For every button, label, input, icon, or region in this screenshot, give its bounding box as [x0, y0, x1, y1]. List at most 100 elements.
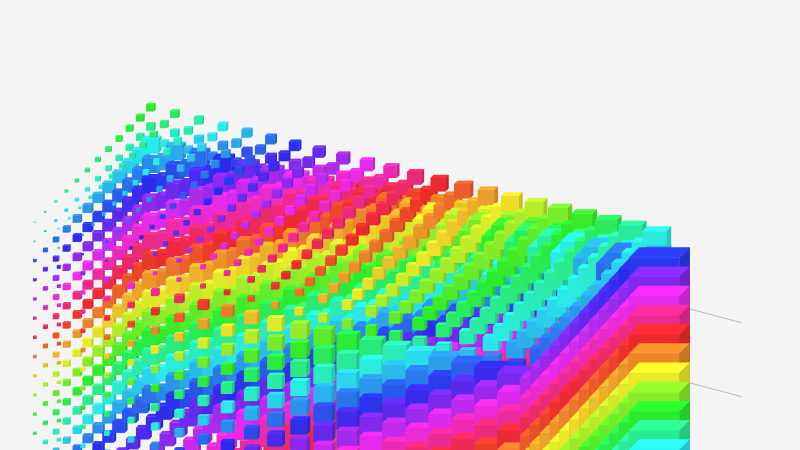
cube-marker — [42, 266, 49, 272]
cube-top-face — [95, 175, 102, 177]
cube-front-face — [342, 208, 354, 219]
cube-side-face — [226, 242, 228, 250]
cube-front-face — [288, 234, 297, 243]
cube-front-face — [62, 245, 70, 252]
cube-top-face — [220, 342, 235, 346]
cube-marker — [82, 221, 94, 233]
cube-marker — [328, 282, 340, 294]
cube-front-face — [81, 234, 84, 237]
cube-side-face — [199, 208, 201, 216]
cube-top-face — [152, 271, 158, 272]
cube-top-face — [80, 309, 86, 311]
cube-front-face — [291, 261, 300, 270]
cube-marker — [210, 253, 217, 260]
cube-marker — [56, 418, 61, 423]
cube-side-face — [60, 399, 61, 404]
cube-top-face — [103, 430, 111, 432]
cube-side-face — [69, 417, 71, 425]
cube-front-face — [189, 189, 207, 206]
cube-front-face — [141, 196, 159, 212]
cube-marker — [336, 349, 361, 373]
cube-front-face — [42, 325, 48, 330]
cube-top-face — [237, 193, 247, 195]
cube-top-face — [359, 431, 387, 437]
cube-side-face — [109, 295, 111, 302]
cube-top-face — [524, 197, 548, 202]
cube-marker — [365, 304, 379, 317]
cube-front-face — [220, 243, 227, 250]
cube-front-face — [52, 352, 59, 358]
cube-marker — [62, 301, 71, 310]
cube-side-face — [47, 343, 49, 349]
cube-front-face — [32, 413, 37, 416]
cube-front-face — [281, 272, 289, 280]
cube-side-face — [386, 294, 389, 307]
cube-front-face — [290, 342, 307, 358]
cube-front-face — [352, 197, 365, 209]
cube-front-face — [105, 147, 111, 153]
cube-top-face — [146, 196, 152, 198]
cube-top-face — [32, 316, 37, 317]
cube-front-face — [42, 382, 48, 387]
cube-top-face — [220, 304, 235, 307]
cube-marker — [105, 239, 109, 243]
cube-side-face — [400, 310, 403, 324]
cube-top-face — [92, 402, 105, 405]
cube-top-face — [62, 225, 71, 227]
cube-marker — [118, 162, 126, 169]
cube-side-face — [258, 210, 261, 219]
cube-top-face — [382, 398, 412, 404]
cube-side-face — [91, 260, 94, 271]
cube-side-face — [356, 233, 359, 246]
cube-top-face — [72, 444, 83, 447]
cube-top-face — [127, 435, 135, 438]
cube-front-face — [112, 267, 125, 280]
cube-top-face — [169, 128, 180, 130]
cube-side-face — [323, 145, 326, 158]
cube-marker — [82, 202, 94, 213]
cube-top-face — [105, 145, 112, 148]
cube-front-face — [197, 416, 208, 426]
cube-side-face — [232, 381, 235, 395]
cube-side-face — [153, 122, 156, 131]
cube-front-face — [62, 284, 70, 291]
cube-front-face — [359, 159, 373, 172]
cube-top-face — [254, 163, 267, 166]
cube-top-face — [197, 318, 210, 321]
cube-front-face — [102, 259, 114, 270]
cube-side-face — [91, 195, 93, 200]
cube-side-face — [232, 304, 235, 318]
cube-marker — [220, 242, 228, 250]
cube-marker — [56, 303, 61, 308]
cube-front-face — [169, 129, 179, 138]
cube-marker — [166, 175, 174, 182]
cube-top-face — [92, 306, 105, 309]
cube-top-face — [56, 264, 61, 266]
cube-side-face — [245, 193, 247, 202]
cube-front-face — [313, 348, 332, 366]
cube-marker — [92, 287, 105, 300]
cube-top-face — [243, 348, 260, 351]
cube-top-face — [213, 187, 223, 189]
cube-top-face — [197, 433, 210, 436]
cube-marker — [359, 431, 387, 450]
cube-front-face — [80, 290, 85, 295]
cube-side-face — [347, 151, 351, 165]
cube-marker — [193, 115, 204, 125]
cube-front-face — [203, 199, 211, 206]
cube-side-face — [278, 281, 280, 290]
cube-top-face — [72, 367, 83, 370]
cube-front-face — [101, 212, 106, 216]
cube-front-face — [190, 182, 197, 189]
cube-top-face — [220, 149, 231, 151]
cube-marker — [240, 220, 250, 229]
cube-top-face — [115, 135, 123, 137]
cube-side-face — [109, 353, 111, 360]
cube-marker — [210, 159, 220, 169]
cube-front-face — [127, 302, 134, 309]
cube-top-face — [84, 186, 91, 188]
cube-marker — [135, 207, 141, 213]
cube-top-face — [290, 397, 311, 401]
cube-side-face — [331, 440, 336, 450]
cube-marker — [146, 102, 156, 112]
